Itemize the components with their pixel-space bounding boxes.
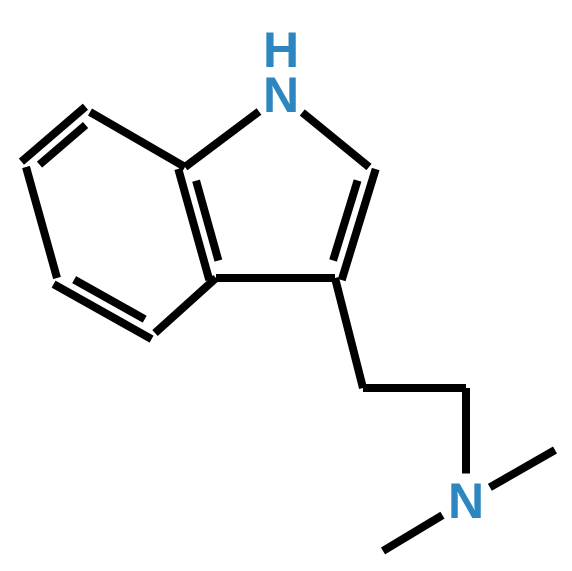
bond: [335, 278, 363, 388]
bond: [383, 515, 442, 551]
atom-N1-H: H: [263, 22, 299, 78]
bond: [26, 167, 57, 278]
bond: [90, 112, 185, 167]
atom-N2: N: [448, 473, 484, 529]
bond: [302, 112, 369, 167]
bond: [185, 112, 259, 168]
molecule-diagram: NHN: [0, 0, 572, 571]
bond: [490, 450, 555, 487]
bond: [155, 278, 216, 333]
